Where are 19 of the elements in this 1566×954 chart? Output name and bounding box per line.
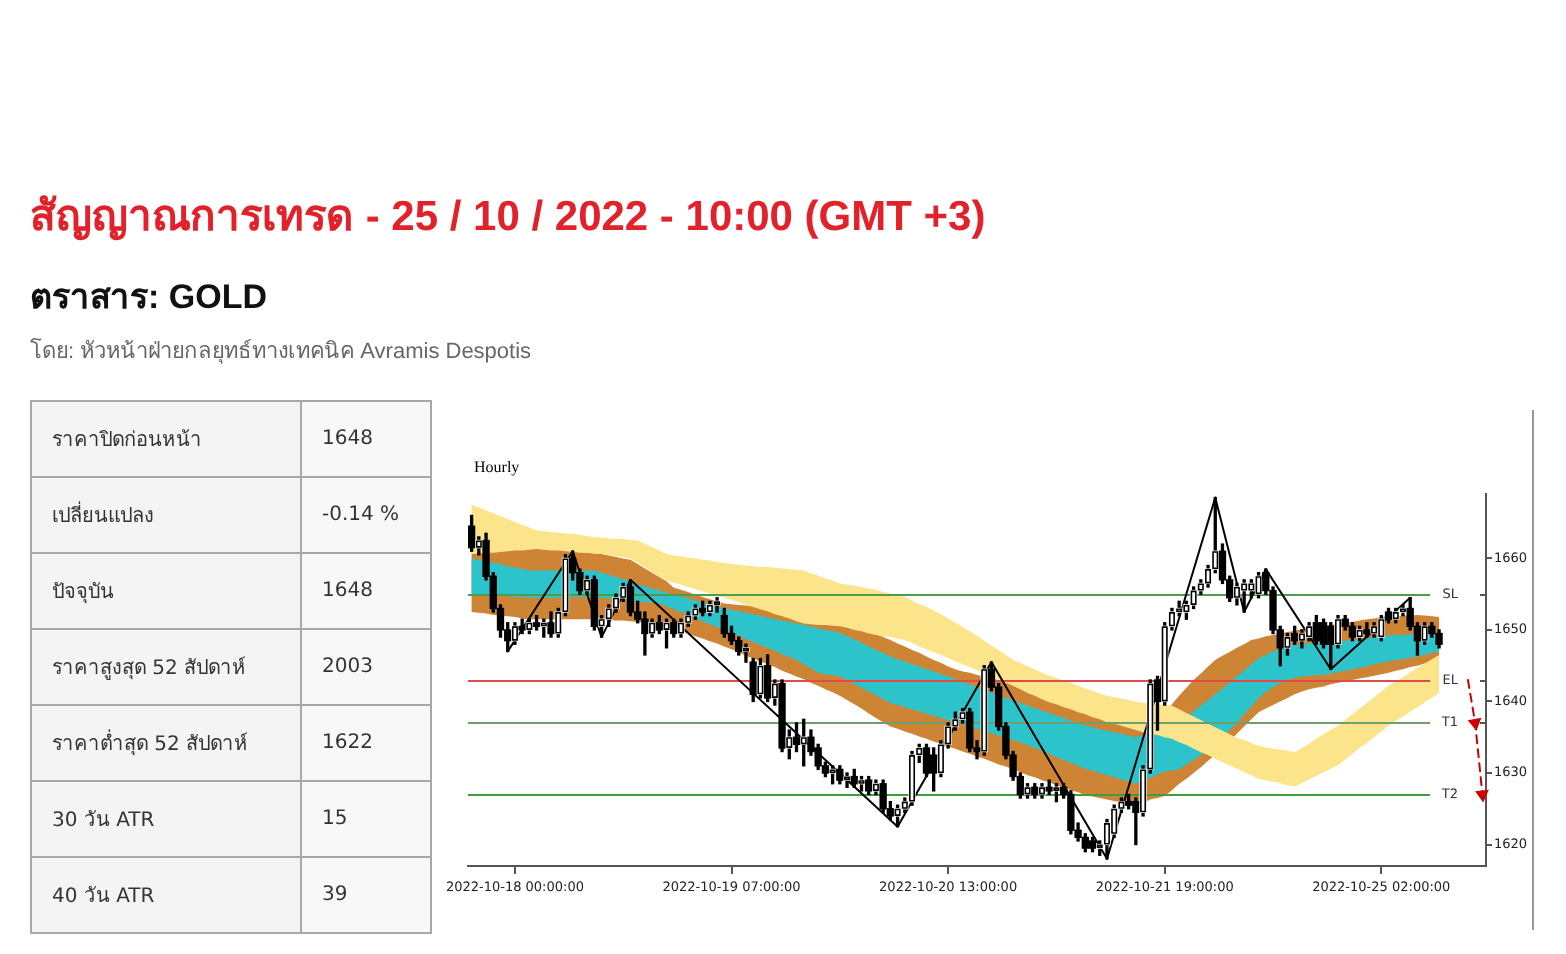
candlestick [1240, 579, 1248, 613]
text: 1622 [322, 732, 373, 754]
text: ตราสาร: GOLD [30, 276, 267, 320]
text: 15 [322, 808, 348, 830]
text: -0.14 % [322, 504, 400, 526]
category-label: เปลี่ยนแปลง [52, 506, 154, 528]
category-label: 30 วัน ATR [52, 810, 155, 832]
category-label: 40 วัน ATR [52, 886, 155, 908]
category-label: ปัจจุบัน [52, 582, 114, 604]
text: 39 [322, 884, 348, 906]
text: 2003 [322, 656, 373, 678]
text: 1648 [322, 580, 373, 602]
category-label: ราคาต่ำสุด 52 สัปดาห์ [52, 734, 249, 756]
category-label: ราคาปิดก่อนหน้า [52, 430, 202, 452]
category-label: ราคาสูงสุด 52 สัปดาห์ [52, 658, 247, 680]
text: สัญญาณการเทรด - 25 / 10 / 2022 - 10:00 (GMT +3) [30, 192, 986, 245]
chart-title: Hourly [474, 458, 520, 476]
text: 1648 [322, 428, 373, 450]
text: โดย: หัวหน้าฝ่ายกลยุทธ์ทางเทคนิค Avramis Despotis [30, 336, 532, 368]
